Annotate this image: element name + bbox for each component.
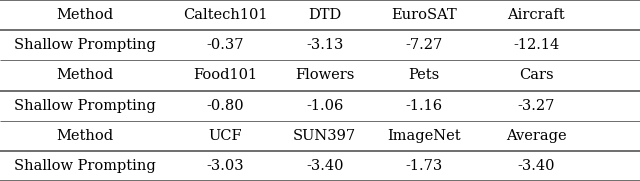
Text: -3.40: -3.40 [517, 159, 555, 173]
Text: EuroSAT: EuroSAT [391, 8, 457, 22]
Text: -1.16: -1.16 [405, 99, 443, 113]
Text: DTD: DTD [308, 8, 341, 22]
Text: -1.73: -1.73 [405, 159, 443, 173]
Text: SUN397: SUN397 [293, 129, 356, 143]
Text: Caltech101: Caltech101 [183, 8, 268, 22]
Text: ImageNet: ImageNet [387, 129, 461, 143]
Text: UCF: UCF [209, 129, 243, 143]
Text: -12.14: -12.14 [513, 38, 559, 52]
Text: Food101: Food101 [193, 68, 258, 82]
Text: Aircraft: Aircraft [507, 8, 565, 22]
Text: -3.13: -3.13 [306, 38, 344, 52]
Text: Pets: Pets [408, 68, 440, 82]
Text: Average: Average [506, 129, 566, 143]
Text: -3.40: -3.40 [306, 159, 344, 173]
Text: -3.27: -3.27 [517, 99, 555, 113]
Text: Flowers: Flowers [295, 68, 355, 82]
Text: -0.37: -0.37 [207, 38, 244, 52]
Text: Shallow Prompting: Shallow Prompting [14, 38, 156, 52]
Text: -7.27: -7.27 [405, 38, 443, 52]
Text: -0.80: -0.80 [207, 99, 244, 113]
Text: Method: Method [56, 129, 113, 143]
Text: Shallow Prompting: Shallow Prompting [14, 99, 156, 113]
Text: -1.06: -1.06 [306, 99, 344, 113]
Text: Shallow Prompting: Shallow Prompting [14, 159, 156, 173]
Text: Method: Method [56, 8, 113, 22]
Text: Method: Method [56, 68, 113, 82]
Text: -3.03: -3.03 [207, 159, 244, 173]
Text: Cars: Cars [518, 68, 554, 82]
